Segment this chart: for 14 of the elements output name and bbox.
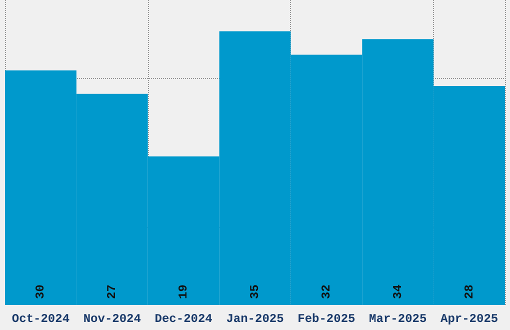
x-tick-label: Mar-2025	[369, 312, 427, 326]
data-label: 27	[105, 284, 120, 299]
data-label: 35	[248, 284, 262, 299]
x-tick-label: Oct-2024	[12, 312, 70, 326]
x-tick-label: Feb-2025	[298, 312, 356, 326]
data-label: 34	[390, 284, 405, 299]
x-tick-label: Dec-2024	[154, 312, 212, 326]
x-tick-label: Nov-2024	[83, 312, 141, 326]
data-label: 32	[319, 284, 334, 299]
data-label: 28	[462, 284, 476, 299]
data-label: 30	[34, 284, 48, 299]
x-tick-label: Jan-2025	[226, 312, 284, 326]
data-label: 19	[176, 284, 191, 299]
x-tick-label: Apr-2025	[440, 312, 498, 326]
